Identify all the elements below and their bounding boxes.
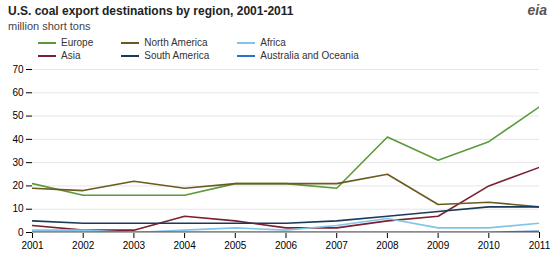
svg-text:2010: 2010 bbox=[478, 240, 501, 251]
svg-text:0: 0 bbox=[18, 227, 24, 238]
html-text:Asia: Asia bbox=[61, 50, 81, 61]
html-text:Europe: Europe bbox=[61, 37, 94, 48]
svg-text:2004: 2004 bbox=[173, 240, 196, 251]
html-text:eia: eia bbox=[527, 2, 547, 18]
svg-text:2001: 2001 bbox=[21, 240, 44, 251]
svg-text:20: 20 bbox=[12, 180, 24, 191]
svg-text:2011: 2011 bbox=[529, 240, 551, 251]
svg-text:2003: 2003 bbox=[123, 240, 146, 251]
svg-text:60: 60 bbox=[12, 87, 24, 98]
html-text:North America: North America bbox=[144, 37, 208, 48]
svg-text:2007: 2007 bbox=[326, 240, 349, 251]
html-text:Australia and Oceania: Australia and Oceania bbox=[260, 50, 359, 61]
html-text:U.S. coal export destinations: U.S. coal export destinations by region,… bbox=[8, 4, 294, 18]
svg-text:2005: 2005 bbox=[224, 240, 247, 251]
svg-text:30: 30 bbox=[12, 157, 24, 168]
svg-text:40: 40 bbox=[12, 134, 24, 145]
html-text:Africa: Africa bbox=[260, 37, 286, 48]
svg-text:50: 50 bbox=[12, 110, 24, 121]
svg-text:70: 70 bbox=[12, 64, 24, 75]
svg-text:2006: 2006 bbox=[275, 240, 298, 251]
svg-text:2002: 2002 bbox=[72, 240, 95, 251]
svg-text:10: 10 bbox=[12, 203, 24, 214]
html-text:South America: South America bbox=[144, 50, 210, 61]
svg-text:2009: 2009 bbox=[427, 240, 450, 251]
svg-text:2008: 2008 bbox=[376, 240, 399, 251]
html-text:million short tons: million short tons bbox=[8, 20, 91, 32]
